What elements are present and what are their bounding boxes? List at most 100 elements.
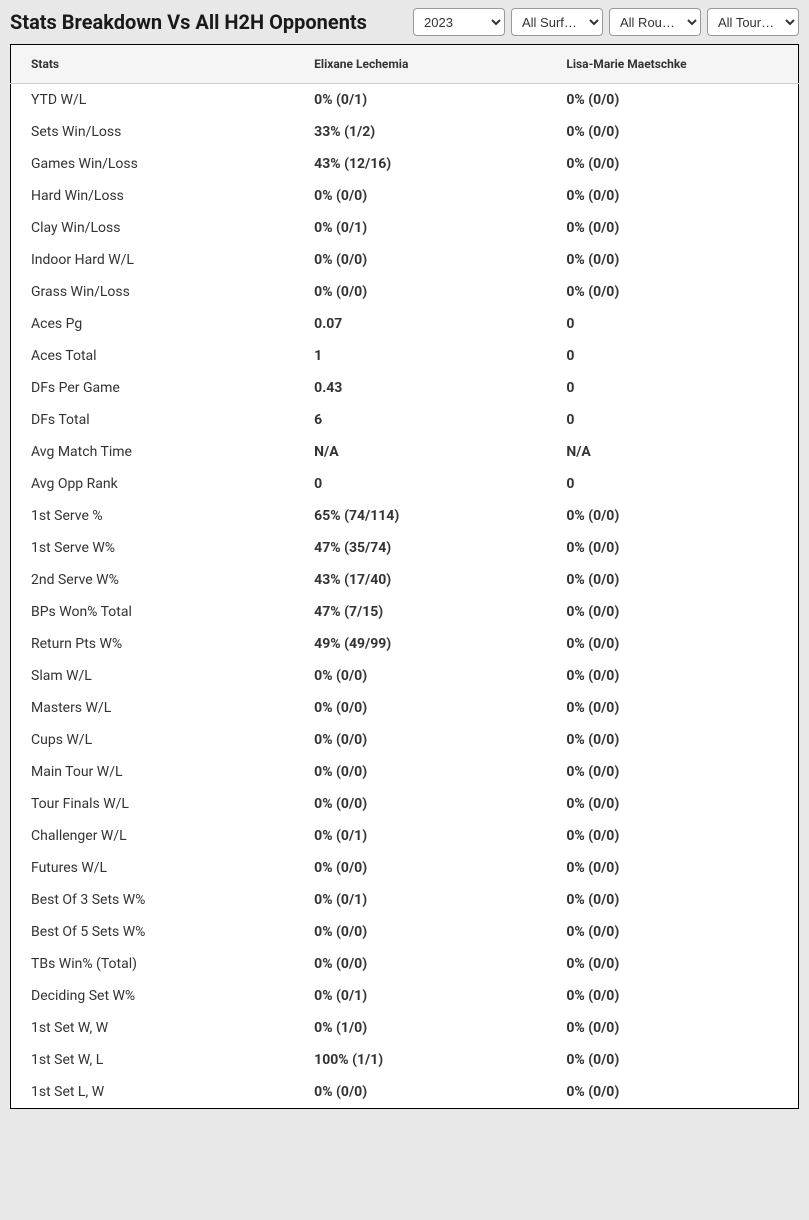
table-row: Grass Win/Loss0% (0/0)0% (0/0) xyxy=(11,276,799,308)
table-row: YTD W/L0% (0/1)0% (0/0) xyxy=(11,84,799,117)
stat-label: Best Of 3 Sets W% xyxy=(11,884,295,916)
stat-value: 0% (0/0) xyxy=(294,180,546,212)
stat-value: 0% (0/0) xyxy=(294,276,546,308)
stat-value: 33% (1/2) xyxy=(294,116,546,148)
stat-value: 47% (35/74) xyxy=(294,532,546,564)
stat-value: 0% (0/0) xyxy=(546,724,798,756)
table-row: 1st Serve %65% (74/114)0% (0/0) xyxy=(11,500,799,532)
stat-value: 0% (0/1) xyxy=(294,84,546,117)
stat-value: 0% (0/0) xyxy=(294,852,546,884)
stat-value: 0.43 xyxy=(294,372,546,404)
table-row: Avg Match TimeN/AN/A xyxy=(11,436,799,468)
stat-label: YTD W/L xyxy=(11,84,295,117)
stat-label: DFs Total xyxy=(11,404,295,436)
stat-label: 2nd Serve W% xyxy=(11,564,295,596)
stat-label: Grass Win/Loss xyxy=(11,276,295,308)
stat-value: 0.07 xyxy=(294,308,546,340)
table-container: Stats Elixane Lechemia Lisa-Marie Maetsc… xyxy=(0,44,809,1119)
stat-value: 0% (0/0) xyxy=(294,244,546,276)
table-row: DFs Per Game0.430 xyxy=(11,372,799,404)
stat-value: 0 xyxy=(546,340,798,372)
filter-group: 2023 All Surf… All Rou… All Tour… xyxy=(413,8,799,36)
stat-label: Main Tour W/L xyxy=(11,756,295,788)
stat-value: 0% (0/0) xyxy=(546,628,798,660)
stat-label: DFs Per Game xyxy=(11,372,295,404)
stat-label: Futures W/L xyxy=(11,852,295,884)
stat-value: 1 xyxy=(294,340,546,372)
stat-value: 0% (0/0) xyxy=(546,980,798,1012)
stat-label: Indoor Hard W/L xyxy=(11,244,295,276)
stat-value: 0% (0/0) xyxy=(546,1012,798,1044)
col-player2: Lisa-Marie Maetschke xyxy=(546,45,798,84)
stat-value: 0% (0/0) xyxy=(546,948,798,980)
year-select[interactable]: 2023 xyxy=(413,8,505,36)
stat-label: 1st Set W, L xyxy=(11,1044,295,1076)
stat-label: Sets Win/Loss xyxy=(11,116,295,148)
stat-value: 0% (0/0) xyxy=(546,692,798,724)
table-row: Hard Win/Loss0% (0/0)0% (0/0) xyxy=(11,180,799,212)
stat-value: 0% (0/0) xyxy=(546,596,798,628)
table-row: Aces Pg0.070 xyxy=(11,308,799,340)
table-row: Tour Finals W/L0% (0/0)0% (0/0) xyxy=(11,788,799,820)
stat-value: 0 xyxy=(294,468,546,500)
table-row: Futures W/L0% (0/0)0% (0/0) xyxy=(11,852,799,884)
stat-value: 6 xyxy=(294,404,546,436)
stat-value: 0% (0/0) xyxy=(294,756,546,788)
stat-value: 0% (0/0) xyxy=(546,84,798,117)
table-row: Deciding Set W%0% (0/1)0% (0/0) xyxy=(11,980,799,1012)
stat-value: 0% (0/0) xyxy=(294,948,546,980)
stat-value: 0% (0/0) xyxy=(546,916,798,948)
stat-label: Masters W/L xyxy=(11,692,295,724)
table-row: 1st Set W, L100% (1/1)0% (0/0) xyxy=(11,1044,799,1076)
round-select[interactable]: All Rou… xyxy=(609,8,701,36)
stat-value: 0% (0/0) xyxy=(546,820,798,852)
stat-label: Cups W/L xyxy=(11,724,295,756)
stat-value: 0% (0/0) xyxy=(294,916,546,948)
table-row: Best Of 5 Sets W%0% (0/0)0% (0/0) xyxy=(11,916,799,948)
table-row: Return Pts W%49% (49/99)0% (0/0) xyxy=(11,628,799,660)
stat-value: 0% (0/1) xyxy=(294,884,546,916)
table-row: 1st Set W, W0% (1/0)0% (0/0) xyxy=(11,1012,799,1044)
stat-value: 49% (49/99) xyxy=(294,628,546,660)
surface-select[interactable]: All Surf… xyxy=(511,8,603,36)
stat-value: 47% (7/15) xyxy=(294,596,546,628)
stat-value: 0% (0/0) xyxy=(546,116,798,148)
stat-value: 0 xyxy=(546,468,798,500)
tour-select[interactable]: All Tour… xyxy=(707,8,799,36)
stat-value: 0% (0/0) xyxy=(546,148,798,180)
table-row: DFs Total60 xyxy=(11,404,799,436)
stat-label: Avg Match Time xyxy=(11,436,295,468)
stat-value: 100% (1/1) xyxy=(294,1044,546,1076)
stat-value: 0% (0/1) xyxy=(294,212,546,244)
table-row: Games Win/Loss43% (12/16)0% (0/0) xyxy=(11,148,799,180)
stat-value: 0% (0/0) xyxy=(546,180,798,212)
stat-label: Best Of 5 Sets W% xyxy=(11,916,295,948)
stat-label: Aces Pg xyxy=(11,308,295,340)
stat-label: Challenger W/L xyxy=(11,820,295,852)
stat-value: 0% (0/0) xyxy=(546,500,798,532)
col-stats: Stats xyxy=(11,45,295,84)
stat-value: 0% (0/1) xyxy=(294,980,546,1012)
stat-value: 0% (0/0) xyxy=(294,660,546,692)
stat-value: 0 xyxy=(546,404,798,436)
table-row: BPs Won% Total47% (7/15)0% (0/0) xyxy=(11,596,799,628)
stat-label: Slam W/L xyxy=(11,660,295,692)
stat-value: 43% (12/16) xyxy=(294,148,546,180)
stat-label: Games Win/Loss xyxy=(11,148,295,180)
page-title: Stats Breakdown Vs All H2H Opponents xyxy=(10,10,367,34)
stat-label: 1st Serve % xyxy=(11,500,295,532)
stat-value: 0% (0/0) xyxy=(546,244,798,276)
stat-label: Deciding Set W% xyxy=(11,980,295,1012)
stat-value: 0% (0/0) xyxy=(546,532,798,564)
table-row: 1st Set L, W0% (0/0)0% (0/0) xyxy=(11,1076,799,1109)
stat-label: 1st Set L, W xyxy=(11,1076,295,1109)
table-row: Cups W/L0% (0/0)0% (0/0) xyxy=(11,724,799,756)
stat-value: 0% (0/0) xyxy=(546,788,798,820)
stat-value: 43% (17/40) xyxy=(294,564,546,596)
table-row: Slam W/L0% (0/0)0% (0/0) xyxy=(11,660,799,692)
table-row: TBs Win% (Total)0% (0/0)0% (0/0) xyxy=(11,948,799,980)
stat-value: 0% (0/0) xyxy=(546,884,798,916)
table-row: 1st Serve W%47% (35/74)0% (0/0) xyxy=(11,532,799,564)
stat-label: Aces Total xyxy=(11,340,295,372)
stat-label: BPs Won% Total xyxy=(11,596,295,628)
